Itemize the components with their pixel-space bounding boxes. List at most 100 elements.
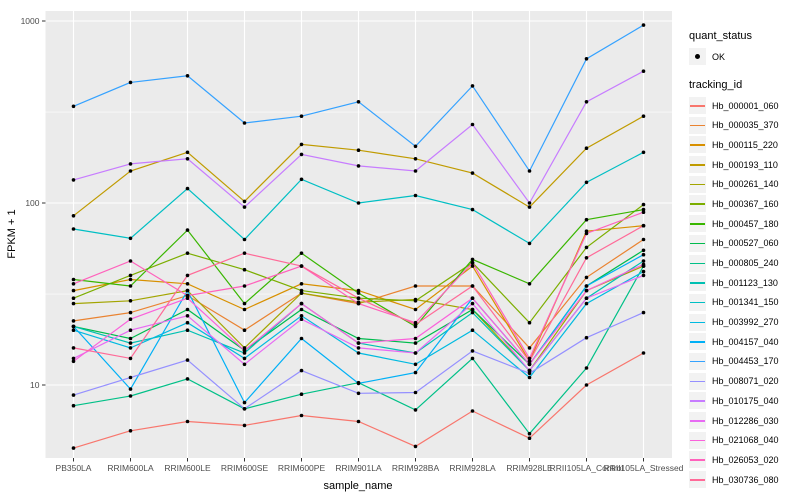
data-point <box>470 301 475 306</box>
data-point <box>299 307 304 312</box>
data-point <box>413 351 418 355</box>
data-point <box>71 328 76 333</box>
x-tick-label: RRII105LA_Control <box>550 463 624 473</box>
legend-item-Hb_004157_040: Hb_004157_040 <box>689 333 797 351</box>
data-point <box>413 370 418 375</box>
legend-item-label: Hb_000261_140 <box>712 179 779 190</box>
data-point <box>356 148 361 152</box>
data-point <box>242 348 247 353</box>
data-point <box>185 186 190 191</box>
legend-item-Hb_000035_370: Hb_000035_370 <box>689 116 797 134</box>
data-point <box>641 210 646 214</box>
legend-tracking-entries: Hb_000001_060 Hb_000035_370 Hb_000115_220 H… <box>689 97 797 489</box>
y-tick-label: 1000 <box>21 16 40 26</box>
data-point <box>71 104 76 109</box>
data-point <box>413 444 418 449</box>
x-tick-label: RRIM600SE <box>221 463 269 473</box>
data-point <box>584 255 589 260</box>
line-key-icon <box>689 116 706 134</box>
data-point <box>470 84 475 88</box>
data-point <box>71 324 76 329</box>
data-point <box>470 207 475 212</box>
data-point <box>128 299 133 303</box>
data-point <box>185 377 190 381</box>
legend-item-label: Hb_000457_180 <box>712 218 779 229</box>
legend-item-label: Hb_004453_170 <box>712 356 779 367</box>
data-point <box>242 205 247 209</box>
data-point <box>128 80 133 85</box>
data-point <box>356 301 361 306</box>
data-point <box>527 205 532 209</box>
data-point <box>470 356 475 361</box>
data-point <box>641 237 646 242</box>
legend-item-Hb_030736_080: Hb_030736_080 <box>689 471 797 489</box>
data-point <box>71 282 76 286</box>
line-key-icon <box>689 254 706 272</box>
data-point <box>470 284 475 288</box>
legend-item-Hb_010175_040: Hb_010175_040 <box>689 392 797 410</box>
legend-item-label: Hb_000001_060 <box>712 100 779 111</box>
data-point <box>641 248 646 253</box>
data-point <box>242 301 247 306</box>
legend-item-label: Hb_030736_080 <box>712 474 779 485</box>
data-point <box>128 273 133 278</box>
data-point <box>128 394 133 398</box>
data-point <box>299 288 304 293</box>
data-point <box>527 362 532 367</box>
data-point <box>242 237 247 242</box>
line-key-icon <box>689 136 706 154</box>
legend-item-label: Hb_000115_220 <box>712 139 778 150</box>
data-point <box>413 144 418 149</box>
legend-item-Hb_000193_110: Hb_000193_110 <box>689 156 797 174</box>
data-point <box>185 74 190 78</box>
x-tick-label: RRIM600LA <box>107 463 154 473</box>
data-point <box>527 436 532 441</box>
data-point <box>185 251 190 255</box>
data-point <box>242 351 247 355</box>
data-point <box>413 408 418 412</box>
data-point <box>128 259 133 263</box>
data-point <box>242 251 247 255</box>
data-point <box>128 336 133 341</box>
line-key-icon <box>689 156 706 174</box>
data-point <box>641 273 646 278</box>
data-point <box>584 217 589 222</box>
data-point <box>584 231 589 236</box>
data-point <box>71 214 76 218</box>
legend-item-Hb_000805_240: Hb_000805_240 <box>689 254 797 272</box>
data-point <box>413 169 418 173</box>
data-point <box>584 366 589 370</box>
line-key-icon <box>689 97 706 114</box>
data-point <box>356 291 361 295</box>
data-point <box>185 273 190 278</box>
data-point <box>413 390 418 395</box>
data-point <box>470 171 475 175</box>
data-point <box>299 392 304 397</box>
data-point <box>527 169 532 173</box>
x-axis-title: sample_name <box>323 480 392 492</box>
legend-tracking-id-title: tracking_id <box>689 79 743 91</box>
data-point <box>128 387 133 391</box>
data-point <box>185 419 190 424</box>
line-key-icon <box>689 215 706 233</box>
x-tick-label: RRIM928BA <box>392 463 440 473</box>
legend: quant_status OK tracking_id Hb_000001_06… <box>689 30 797 491</box>
data-point <box>413 193 418 198</box>
line-key-icon <box>689 431 706 449</box>
legend-item-label: Hb_026053_020 <box>712 454 779 465</box>
data-point <box>242 121 247 125</box>
legend-item-label: Hb_012286_030 <box>712 415 779 426</box>
legend-item-label: Hb_001341_150 <box>712 297 779 308</box>
x-tick-label: RRIM600PE <box>278 463 326 473</box>
data-point <box>299 177 304 182</box>
legend-item-Hb_001341_150: Hb_001341_150 <box>689 293 797 311</box>
x-tick-label: RRIM928LE <box>506 463 553 473</box>
data-point <box>185 157 190 161</box>
legend-item-label: Hb_008071_020 <box>712 376 779 387</box>
data-point <box>470 349 475 353</box>
data-point <box>299 264 304 268</box>
data-point <box>128 356 133 361</box>
data-point <box>641 351 646 355</box>
data-point <box>242 362 247 367</box>
